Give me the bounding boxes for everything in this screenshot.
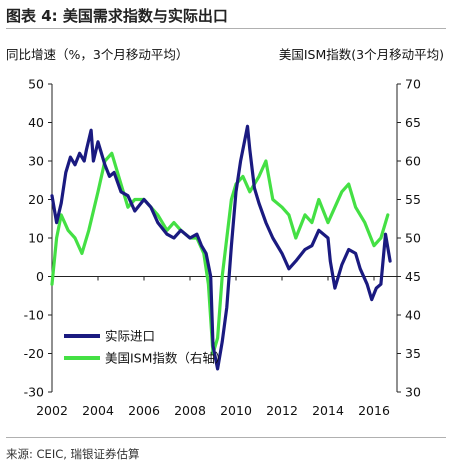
right-tick-label: 65 [405,115,421,130]
left-tick-label: 10 [28,231,44,246]
right-tick-label: 45 [405,269,421,284]
chart-title: 图表 4: 美国需求指数与实际出口 [6,7,228,25]
right-tick-label: 70 [405,77,421,92]
title-divider [6,28,446,29]
left-tick-label: 50 [28,77,44,92]
x-tick-label: 2010 [220,403,252,418]
x-tick-label: 2008 [174,403,206,418]
series-line-ism [50,151,390,356]
left-tick-label: -30 [24,385,44,400]
left-tick-label: 0 [36,269,44,284]
x-tick-label: 2012 [266,403,298,418]
right-tick-label: 60 [405,154,421,169]
right-axis-label: 美国ISM指数(3个月移动平均) [278,47,444,62]
x-tick-label: 2014 [312,403,344,418]
x-tick-label: 2002 [36,403,68,418]
x-tick-label: 2006 [128,403,160,418]
right-tick-label: 35 [405,346,421,361]
left-tick-label: 20 [28,192,44,207]
left-tick-label: 40 [28,115,44,130]
right-tick-label: 30 [405,385,421,400]
left-axis-label: 同比增速（%，3个月移动平均） [6,47,189,62]
left-tick-label: 30 [28,154,44,169]
legend-label-exports: 实际进口 [105,329,155,344]
source-divider [6,437,446,438]
left-tick-label: -10 [24,308,44,323]
source-note: 来源: CEIC, 瑞银证券估算 [6,447,140,461]
right-tick-label: 50 [405,231,421,246]
legend-label-ism: 美国ISM指数（右轴） [105,351,227,366]
x-tick-label: 2004 [82,403,114,418]
series-line-exports [50,124,392,371]
left-tick-label: -20 [24,346,44,361]
x-tick-label: 2016 [358,403,390,418]
right-tick-label: 40 [405,308,421,323]
right-tick-label: 55 [405,192,421,207]
